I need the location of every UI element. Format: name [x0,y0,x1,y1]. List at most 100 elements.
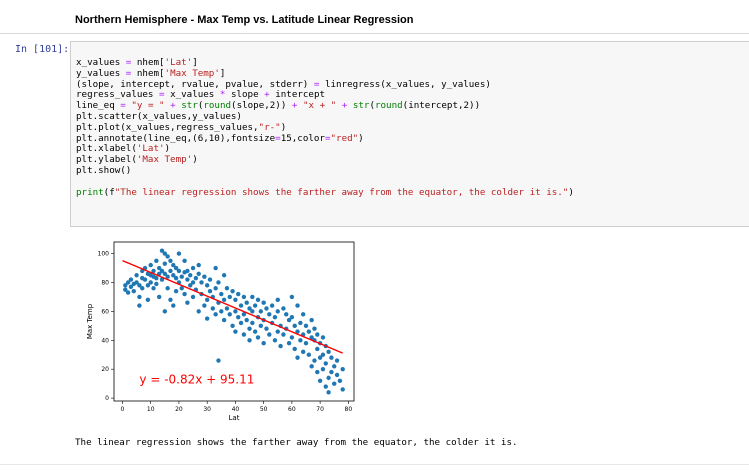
input-prompt: In [101]: [15,44,70,55]
data-point [213,265,218,271]
data-point [258,323,264,329]
data-point [162,261,168,266]
data-point [185,277,190,282]
data-point [241,312,247,317]
markdown-heading: Northern Hemisphere - Max Temp vs. Latit… [75,14,414,26]
plot-frame [113,241,355,402]
data-point [196,309,201,314]
data-point [148,280,153,285]
data-point [275,329,280,334]
data-point [140,286,145,291]
data-point [148,262,153,268]
data-point [309,364,314,369]
data-point [154,258,159,263]
data-point [227,294,232,300]
x-tick-label: 30 [203,406,211,413]
data-point [190,280,196,285]
data-point [329,369,334,375]
data-point [151,286,156,291]
y-tick-label: 60 [101,308,109,315]
data-point [196,271,201,276]
cell-bottom-border [0,464,749,465]
cell-separator [0,33,749,34]
data-point [173,265,179,271]
data-point [255,297,261,303]
data-point [213,286,218,291]
data-point [165,274,170,279]
data-point [264,306,269,311]
data-point [207,277,213,282]
x-tick-label: 0 [121,406,125,413]
data-point [176,268,182,274]
data-point [238,303,244,308]
data-point [233,297,238,303]
data-point [204,316,210,321]
data-point [315,346,320,352]
data-point [188,273,193,278]
data-point [156,265,162,271]
data-point [298,338,303,343]
data-point [286,317,292,323]
data-point [137,294,142,300]
data-point [176,251,182,256]
data-point [244,300,249,305]
data-point [182,291,187,297]
data-point [275,297,280,303]
data-point [142,277,148,282]
data-point [269,303,275,308]
code-block[interactable]: x_values = nhem['Lat'] y_values = nhem['… [76,57,574,198]
data-point [221,297,227,303]
data-point [309,335,314,340]
data-point [213,312,218,317]
data-point [165,286,170,291]
data-point [171,262,176,268]
data-point [340,387,345,392]
data-point [193,275,199,281]
data-point [252,329,258,334]
data-point [162,251,168,256]
regression-annotation: y = -0.82x + 95.11 [139,373,254,387]
data-point [125,280,131,285]
data-point [202,274,207,279]
data-point [323,361,328,366]
data-point [332,364,337,369]
data-point [326,390,331,395]
data-point [168,268,173,274]
data-point [247,338,252,343]
data-point [207,288,213,294]
data-point [159,277,165,282]
data-point [190,294,196,300]
data-point [306,352,312,357]
y-tick-label: 0 [105,395,109,402]
x-tick-label: 50 [260,406,268,413]
data-point [123,283,128,288]
regression-line [122,259,343,354]
data-point [320,335,326,340]
data-point [250,309,255,314]
data-point [320,352,326,357]
data-point [281,332,286,337]
data-point [326,375,331,381]
data-point [204,297,210,303]
data-point [233,309,238,314]
data-point [182,258,187,263]
data-point [289,294,295,300]
y-tick-label: 80 [101,279,109,286]
data-point [340,367,345,372]
data-point [267,312,272,317]
data-point [154,275,159,281]
data-point [137,303,142,308]
data-point [323,384,328,389]
data-point [168,297,173,303]
data-point [292,346,297,352]
data-point [230,288,235,294]
data-point [258,309,264,314]
data-point [312,358,317,363]
data-point [171,303,176,308]
code-cell-editor[interactable]: x_values = nhem['Lat'] y_values = nhem['… [70,41,749,227]
data-point [315,332,320,337]
data-point [306,329,312,334]
data-point [154,281,159,287]
data-point [221,317,227,323]
data-point [210,306,216,311]
